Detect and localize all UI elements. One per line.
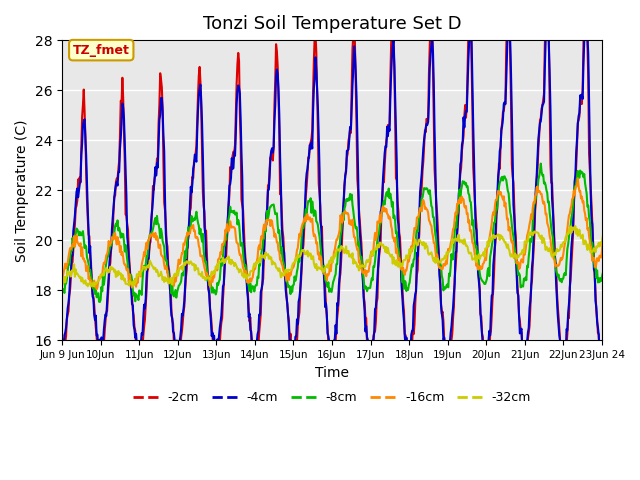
-16cm <box>129 282 137 288</box>
-16cm <box>574 175 582 181</box>
-2cm <box>422 130 429 135</box>
-16cm <box>440 261 447 267</box>
Legend: -2cm, -4cm, -8cm, -16cm, -32cm: -2cm, -4cm, -8cm, -16cm, -32cm <box>128 386 536 409</box>
-8cm <box>129 288 137 293</box>
-4cm <box>422 121 430 127</box>
-16cm <box>68 241 76 247</box>
-8cm <box>440 288 447 293</box>
-32cm <box>188 260 195 266</box>
-32cm <box>58 283 66 288</box>
-4cm <box>68 252 76 258</box>
-32cm <box>129 283 137 288</box>
-32cm <box>637 234 640 240</box>
X-axis label: Time: Time <box>315 366 349 380</box>
Title: Tonzi Soil Temperature Set D: Tonzi Soil Temperature Set D <box>203 15 461 33</box>
-32cm <box>68 269 76 275</box>
-16cm <box>637 243 640 249</box>
-16cm <box>93 287 100 292</box>
-8cm <box>96 299 104 305</box>
-8cm <box>637 268 640 274</box>
-2cm <box>58 348 66 353</box>
-8cm <box>422 185 430 191</box>
-2cm <box>439 309 447 315</box>
-4cm <box>218 313 225 319</box>
-16cm <box>58 280 66 286</box>
-2cm <box>598 369 606 374</box>
-32cm <box>90 283 98 289</box>
-2cm <box>218 320 225 325</box>
-8cm <box>218 263 226 268</box>
-4cm <box>187 184 195 190</box>
-4cm <box>128 301 136 307</box>
-16cm <box>188 224 195 230</box>
-32cm <box>218 259 226 264</box>
Line: -4cm: -4cm <box>62 0 640 364</box>
-4cm <box>405 361 413 367</box>
-2cm <box>187 205 195 211</box>
Text: TZ_fmet: TZ_fmet <box>73 44 130 57</box>
Line: -2cm: -2cm <box>62 0 640 372</box>
-32cm <box>608 220 616 226</box>
-8cm <box>188 213 195 219</box>
-2cm <box>128 293 136 299</box>
-16cm <box>422 206 430 212</box>
-8cm <box>615 159 623 165</box>
-32cm <box>422 244 430 250</box>
-4cm <box>58 343 66 349</box>
Line: -32cm: -32cm <box>62 223 640 286</box>
-32cm <box>440 257 447 263</box>
Line: -8cm: -8cm <box>62 162 640 302</box>
-4cm <box>637 346 640 352</box>
Line: -16cm: -16cm <box>62 178 640 289</box>
-8cm <box>58 290 66 296</box>
-2cm <box>68 260 76 265</box>
-4cm <box>440 337 447 343</box>
Y-axis label: Soil Temperature (C): Soil Temperature (C) <box>15 119 29 262</box>
-16cm <box>218 241 226 247</box>
-8cm <box>68 235 76 241</box>
-2cm <box>637 355 640 361</box>
